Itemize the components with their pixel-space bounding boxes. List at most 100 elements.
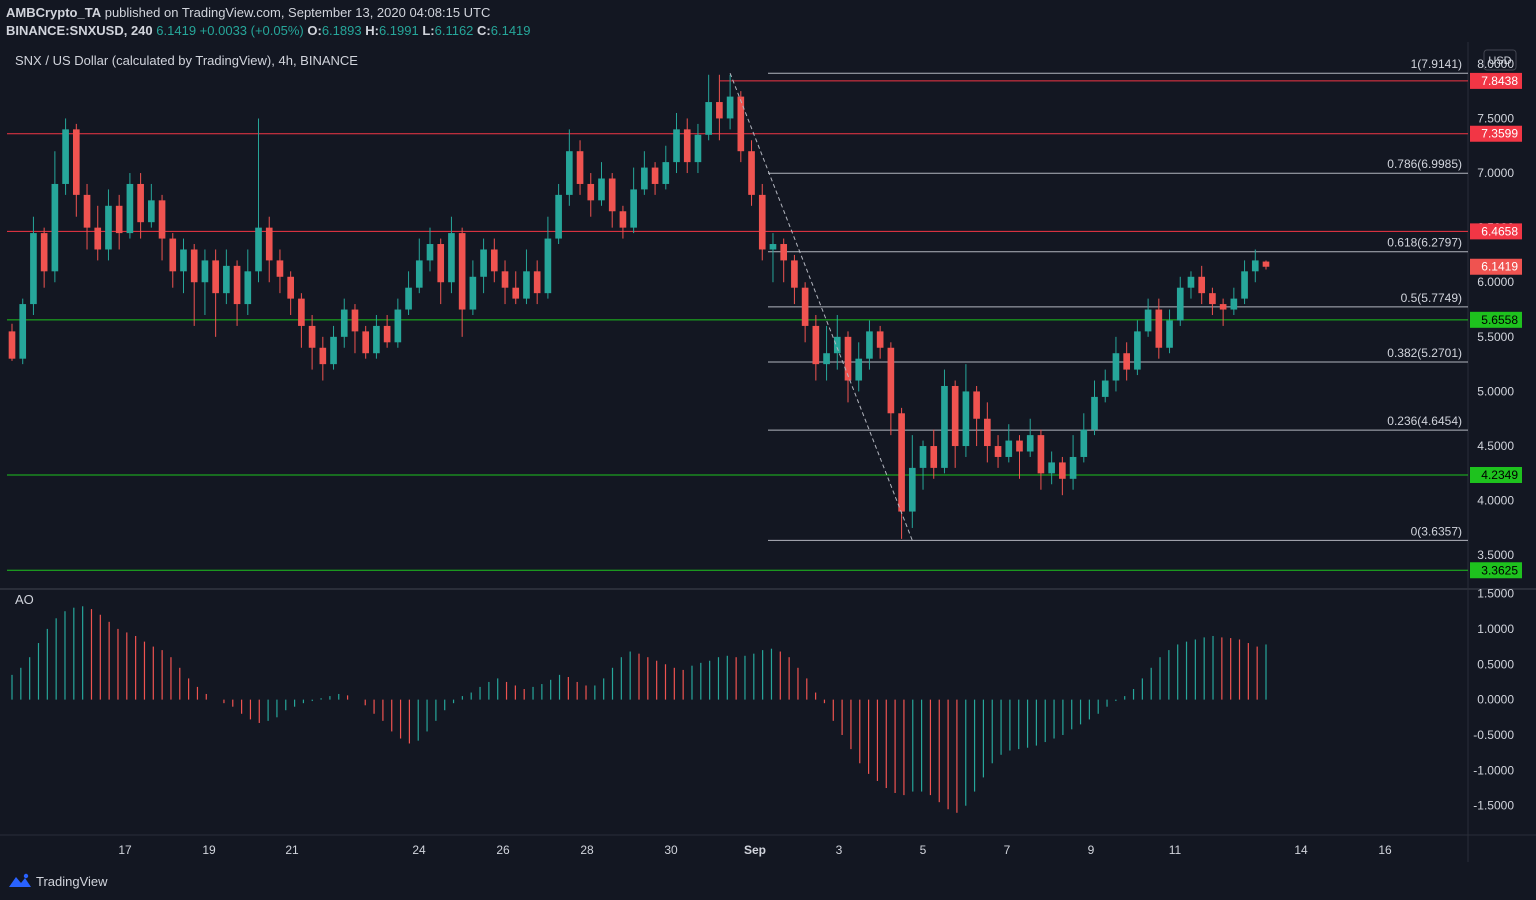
candle-body <box>383 325 391 343</box>
candle-body <box>630 189 637 228</box>
candle-body <box>287 276 294 299</box>
candle-body <box>1166 320 1173 348</box>
candle-body <box>844 336 852 381</box>
candle-body <box>984 418 991 447</box>
candle-body <box>608 178 616 212</box>
candle-body <box>769 244 777 250</box>
candle-body <box>951 385 959 447</box>
time-tick-label: 21 <box>285 843 299 857</box>
candle-body <box>94 227 102 250</box>
candle-body <box>1241 271 1248 299</box>
level-badge-label: 3.3625 <box>1481 563 1518 577</box>
chart-panel <box>0 42 1536 900</box>
time-tick-label: 7 <box>1004 843 1011 857</box>
candle-body <box>941 385 948 468</box>
candle-body <box>62 129 69 184</box>
candle-body <box>30 233 37 305</box>
candle-body <box>662 162 670 184</box>
candle-body <box>405 287 412 310</box>
publisher-name[interactable]: AMBCrypto_TA <box>6 5 102 20</box>
candle-body <box>298 298 305 326</box>
fib-level-label: 0.382(5.2701) <box>1387 346 1462 360</box>
candle-body <box>1026 435 1034 452</box>
candle-body <box>490 249 498 272</box>
candle-body <box>694 134 702 163</box>
price-tick-label: 4.5000 <box>1477 439 1514 453</box>
candle-body <box>908 467 916 512</box>
candle-body <box>566 151 573 195</box>
price-chart[interactable]: SNX / US Dollar (calculated by TradingVi… <box>0 42 1536 862</box>
time-tick-label: 16 <box>1378 843 1392 857</box>
time-tick-label: 30 <box>664 843 678 857</box>
fib-level-label: 0.786(6.9985) <box>1387 157 1462 171</box>
candle-body <box>716 102 723 119</box>
candle-body <box>233 265 241 305</box>
candle-body <box>512 287 520 299</box>
current-price-badge <box>1470 258 1522 275</box>
candle-body <box>898 413 905 512</box>
price-tick-label: 7.0000 <box>1477 166 1514 180</box>
current-price-label: 6.1419 <box>1481 260 1518 274</box>
candle-body <box>555 194 562 239</box>
level-badge-support <box>1470 311 1522 328</box>
candle-body <box>415 260 423 288</box>
fib-level-label: 0.5(5.7749) <box>1401 291 1462 305</box>
price-tick-label: 7.5000 <box>1477 111 1514 125</box>
candle-body <box>180 249 187 272</box>
ao-tick-label: -0.5000 <box>1473 728 1514 742</box>
candle-body <box>1091 396 1098 430</box>
candle-body <box>319 347 327 365</box>
candle-body <box>1176 287 1184 321</box>
candle-body <box>394 309 402 343</box>
tradingview-brand[interactable]: TradingView <box>8 873 108 889</box>
level-badge-label: 4.2349 <box>1481 468 1518 482</box>
candle-body <box>1209 293 1216 305</box>
level-badge-resistance <box>1470 125 1522 142</box>
candle-body <box>8 331 16 359</box>
candle-body <box>801 287 809 326</box>
ao-tick-label: 1.5000 <box>1477 587 1514 601</box>
candle-body <box>994 446 1002 457</box>
level-badge-label: 7.3599 <box>1481 127 1518 141</box>
candle-body <box>1134 331 1141 370</box>
price-tick-label: 5.5000 <box>1477 330 1514 344</box>
fib-level-label: 0(3.6357) <box>1411 524 1462 538</box>
symbol-label: BINANCE:SNXUSD, 240 <box>6 23 153 38</box>
time-tick-label: 17 <box>118 843 132 857</box>
time-tick-label: 19 <box>202 843 216 857</box>
level-badge-label: 6.4658 <box>1481 224 1518 238</box>
candle-body <box>866 331 873 359</box>
candle-body <box>919 446 927 468</box>
currency-label: USD <box>1488 55 1511 67</box>
price-tick-label: 5.0000 <box>1477 384 1514 398</box>
candle-body <box>758 194 766 250</box>
candle-body <box>587 183 595 201</box>
candle-body <box>255 227 262 272</box>
close-value: 6.1419 <box>490 23 531 38</box>
time-tick-label: 24 <box>412 843 426 857</box>
high-label: H: <box>365 23 379 38</box>
candle-body <box>726 96 734 119</box>
candle-body <box>137 183 144 223</box>
candle-body <box>1112 353 1120 381</box>
candle-body <box>19 304 27 359</box>
candle-body <box>340 309 348 337</box>
low-label: L: <box>422 23 435 38</box>
level-badge-support <box>1470 562 1522 579</box>
price-tick-label: 6.0000 <box>1477 275 1514 289</box>
candle-body <box>930 446 938 468</box>
candle-body <box>51 183 59 272</box>
ao-tick-label: -1.0000 <box>1473 763 1514 777</box>
candle-body <box>437 244 445 283</box>
candle-body <box>1080 429 1088 457</box>
candle-body <box>619 211 627 228</box>
candle-body <box>876 331 884 348</box>
candle-body <box>523 271 530 299</box>
candle-body <box>651 167 659 184</box>
candle-body <box>1123 353 1130 370</box>
candle-body <box>480 249 487 277</box>
candle-body <box>158 200 166 239</box>
candle-body <box>501 271 509 288</box>
candle-body <box>598 178 605 201</box>
candle-body <box>223 265 230 294</box>
